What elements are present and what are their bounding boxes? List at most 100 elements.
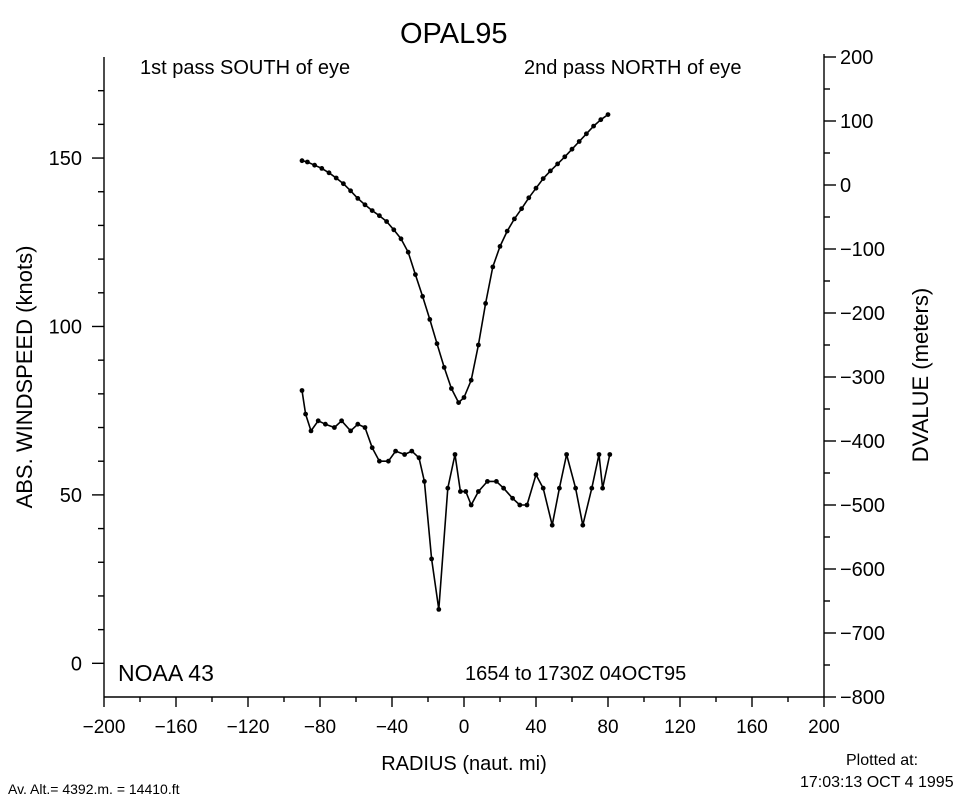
dvalue-point xyxy=(305,159,310,165)
windspeed-point xyxy=(557,485,562,491)
right-y-tick-label: −300 xyxy=(840,367,885,389)
left-y-tick-label: 0 xyxy=(71,653,82,675)
right-y-tick-label: −700 xyxy=(840,623,885,645)
windspeed-point xyxy=(429,556,434,562)
dvalue-point xyxy=(333,175,339,181)
windspeed-point xyxy=(436,607,442,612)
dvalue-point xyxy=(569,146,575,152)
x-tick-label: −40 xyxy=(376,717,408,738)
dvalue-point xyxy=(519,206,524,212)
dvalue-point xyxy=(434,341,440,347)
dvalue-point xyxy=(591,123,596,129)
plotted-time-label: 17:03:13 OCT 4 1995 xyxy=(800,774,954,791)
dvalue-point xyxy=(413,272,418,277)
windspeed-point xyxy=(607,452,613,457)
x-tick-label: −200 xyxy=(83,717,126,738)
dvalue-point xyxy=(512,216,517,222)
windspeed-point xyxy=(348,428,353,434)
dvalue-point xyxy=(598,117,604,123)
dvalue-point xyxy=(483,301,488,306)
windspeed-point xyxy=(564,452,569,457)
x-tick-label: 160 xyxy=(736,717,768,738)
windspeed-point xyxy=(355,421,361,427)
dvalue-point xyxy=(555,161,560,167)
dvalue-series-line xyxy=(301,113,609,404)
dvalue-point xyxy=(540,176,546,182)
right-y-tick-label: −800 xyxy=(840,687,885,709)
windspeed-point xyxy=(416,455,422,461)
dvalue-point xyxy=(605,112,611,117)
windspeed-point xyxy=(540,485,546,491)
dvalue-point xyxy=(468,377,474,383)
windspeed-point xyxy=(494,479,499,484)
dvalue-point xyxy=(299,158,305,164)
dvalue-point xyxy=(526,195,532,201)
dvalue-point xyxy=(456,400,461,405)
dvalue-point xyxy=(476,342,481,348)
dvalue-point xyxy=(348,188,353,194)
left-y-tick-label: 100 xyxy=(49,316,82,338)
dvalue-point xyxy=(497,244,503,249)
second-pass-note: 2nd pass NORTH of eye xyxy=(524,57,742,79)
right-y-tick-label: 100 xyxy=(840,111,873,133)
windspeed-point xyxy=(339,418,344,424)
dvalue-point xyxy=(449,386,454,391)
plotted-at-label: Plotted at: xyxy=(846,752,919,769)
windspeed-point xyxy=(458,489,463,494)
windspeed-point xyxy=(377,458,382,464)
windspeed-point xyxy=(362,425,368,430)
dvalue-point xyxy=(369,208,375,214)
windspeed-point xyxy=(524,502,530,508)
dvalue-point xyxy=(398,236,404,242)
windspeed-point xyxy=(332,425,337,430)
right-y-tick-label: −500 xyxy=(840,495,885,517)
windspeed-point xyxy=(369,445,375,451)
windspeed-point xyxy=(402,452,407,457)
dvalue-point xyxy=(490,264,496,270)
x-tick-label: 80 xyxy=(597,717,618,738)
dvalue-point xyxy=(427,317,433,322)
windspeed-point xyxy=(422,479,427,484)
dvalue-point xyxy=(441,365,447,370)
windspeed-point xyxy=(533,472,539,478)
dvalue-point xyxy=(461,395,467,400)
dvalue-point xyxy=(420,294,425,299)
dvalue-point xyxy=(341,181,346,187)
right-y-tick-label: −600 xyxy=(840,559,885,581)
dvalue-point xyxy=(533,185,539,191)
windspeed-point xyxy=(303,411,308,417)
right-y-tick-label: 0 xyxy=(840,175,851,197)
windspeed-series-line xyxy=(301,390,611,611)
dvalue-point xyxy=(326,170,332,176)
windspeed-point xyxy=(393,448,398,454)
windspeed-point xyxy=(517,502,523,508)
x-tick-label: −120 xyxy=(227,717,270,738)
dvalue-point xyxy=(584,131,589,137)
dvalue-point xyxy=(312,162,317,168)
right-y-tick-label: −400 xyxy=(840,431,885,453)
x-tick-label: 200 xyxy=(808,717,840,738)
windspeed-point xyxy=(463,489,469,494)
windspeed-point xyxy=(468,502,474,508)
windspeed-point xyxy=(501,485,506,491)
x-tick-label: 120 xyxy=(664,717,696,738)
windspeed-point xyxy=(386,458,391,464)
windspeed-point xyxy=(409,448,415,454)
dvalue-point xyxy=(384,219,389,224)
dvalue-point xyxy=(562,154,568,160)
x-tick-label: −160 xyxy=(155,717,198,738)
right-y-tick-label: 200 xyxy=(840,47,873,69)
windspeed-point xyxy=(580,522,586,528)
windspeed-point xyxy=(452,452,458,457)
windspeed-point xyxy=(476,489,481,494)
dvalue-point xyxy=(362,202,368,208)
windspeed-point xyxy=(299,388,305,393)
windspeed-point xyxy=(315,418,321,424)
windspeed-point xyxy=(600,485,605,491)
right-y-tick-label: −100 xyxy=(840,239,885,261)
dvalue-point xyxy=(319,166,325,171)
windspeed-point xyxy=(573,485,578,491)
windspeed-point xyxy=(308,428,314,434)
x-tick-label: 0 xyxy=(459,717,470,738)
left-y-tick-label: 50 xyxy=(60,485,82,507)
